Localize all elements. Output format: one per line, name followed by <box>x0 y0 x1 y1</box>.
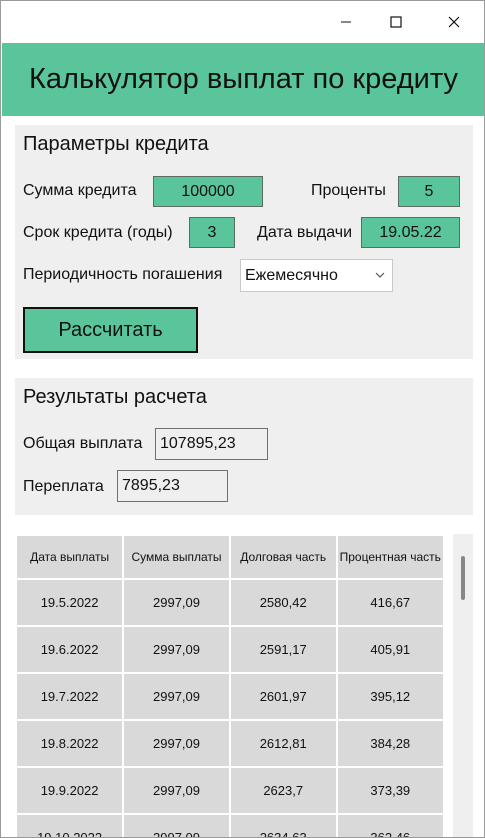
table-row[interactable]: 19.8.2022 2997,09 2612,81 384,28 <box>17 721 443 766</box>
cell-payment: 2997,09 <box>124 815 229 837</box>
chevron-down-icon <box>375 272 385 278</box>
total-payment-label: Общая выплата <box>23 435 143 452</box>
table-row[interactable]: 19.5.2022 2997,09 2580,42 416,67 <box>17 580 443 625</box>
amount-label: Сумма кредита <box>23 182 137 199</box>
payment-schedule-table[interactable]: Дата выплаты Сумма выплаты Долговая част… <box>15 534 445 837</box>
cell-interest: 405,91 <box>337 627 443 672</box>
table-row[interactable]: 19.9.2022 2997,09 2623,7 373,39 <box>17 768 443 813</box>
term-field[interactable]: 3 <box>189 217 235 248</box>
close-icon <box>448 16 460 28</box>
payment-grid: Дата выплаты Сумма выплаты Долговая част… <box>15 534 445 837</box>
table-row[interactable]: 19.10.2022 2997,09 2634,63 362,46 <box>17 815 443 837</box>
cell-date: 19.5.2022 <box>17 580 123 625</box>
minimize-icon <box>341 21 351 23</box>
date-label: Дата выдачи <box>257 224 353 241</box>
table-row[interactable]: 19.7.2022 2997,09 2601,97 395,12 <box>17 674 443 719</box>
cell-principal: 2634,63 <box>230 815 336 837</box>
cell-interest: 362,46 <box>337 815 443 837</box>
issue-date-field[interactable]: 19.05.22 <box>361 217 460 248</box>
app-title: Калькулятор выплат по кредиту <box>29 63 458 95</box>
table-scrollbar[interactable] <box>453 534 473 837</box>
cell-interest: 416,67 <box>337 580 443 625</box>
column-header-payment[interactable]: Сумма выплаты <box>124 536 229 578</box>
results-title: Результаты расчета <box>23 386 207 408</box>
cell-interest: 373,39 <box>337 768 443 813</box>
cell-interest: 395,12 <box>337 674 443 719</box>
cell-payment: 2997,09 <box>124 627 229 672</box>
close-button[interactable] <box>431 1 477 43</box>
cell-payment: 2997,09 <box>124 674 229 719</box>
cell-payment: 2997,09 <box>124 721 229 766</box>
results-panel: Результаты расчета Общая выплата 107895,… <box>15 378 473 515</box>
cell-date: 19.9.2022 <box>17 768 123 813</box>
cell-principal: 2580,42 <box>230 580 336 625</box>
periodicity-selected-value: Ежемесячно <box>245 266 338 284</box>
total-payment-field[interactable]: 107895,23 <box>155 428 268 460</box>
table-header-row: Дата выплаты Сумма выплаты Долговая част… <box>17 536 443 578</box>
title-bar <box>1 1 484 43</box>
overpayment-label: Переплата <box>23 478 104 495</box>
cell-principal: 2601,97 <box>230 674 336 719</box>
loan-parameters-panel: Параметры кредита Сумма кредита 100000 П… <box>15 125 473 359</box>
amount-field[interactable]: 100000 <box>153 176 263 207</box>
periodicity-select[interactable]: Ежемесячно <box>240 259 393 292</box>
cell-date: 19.10.2022 <box>17 815 123 837</box>
percent-label: Проценты <box>311 182 386 199</box>
overpayment-field[interactable]: 7895,23 <box>117 470 228 502</box>
percent-field[interactable]: 5 <box>398 176 460 207</box>
cell-payment: 2997,09 <box>124 580 229 625</box>
term-label: Срок кредита (годы) <box>23 224 173 241</box>
cell-payment: 2997,09 <box>124 768 229 813</box>
scrollbar-thumb[interactable] <box>461 556 465 600</box>
cell-principal: 2623,7 <box>230 768 336 813</box>
table-row[interactable]: 19.6.2022 2997,09 2591,17 405,91 <box>17 627 443 672</box>
periodicity-label: Периодичность погашения <box>23 266 223 283</box>
column-header-interest[interactable]: Процентная часть <box>337 536 443 578</box>
cell-interest: 384,28 <box>337 721 443 766</box>
cell-principal: 2591,17 <box>230 627 336 672</box>
app-header: Калькулятор выплат по кредиту <box>2 43 484 116</box>
cell-date: 19.8.2022 <box>17 721 123 766</box>
cell-date: 19.6.2022 <box>17 627 123 672</box>
minimize-button[interactable] <box>323 1 369 43</box>
calculate-button[interactable]: Рассчитать <box>23 307 198 353</box>
maximize-icon <box>390 16 402 28</box>
cell-principal: 2612,81 <box>230 721 336 766</box>
parameters-title: Параметры кредита <box>23 133 209 155</box>
column-header-principal[interactable]: Долговая часть <box>230 536 336 578</box>
cell-date: 19.7.2022 <box>17 674 123 719</box>
maximize-button[interactable] <box>373 1 419 43</box>
column-header-date[interactable]: Дата выплаты <box>17 536 123 578</box>
